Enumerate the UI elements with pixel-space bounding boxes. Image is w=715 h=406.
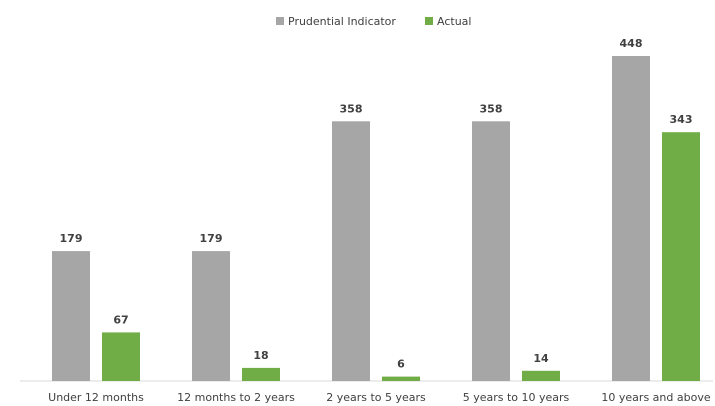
value-label-prudential-indicator-under-12-months: 179 xyxy=(60,232,83,245)
category-label-12-months-to-2-years: 12 months to 2 years xyxy=(177,391,295,404)
bar-prudential-indicator-10-years-and-above xyxy=(612,56,650,381)
bar-actual-2-years-to-5-years xyxy=(382,376,420,381)
bar-prudential-indicator-under-12-months xyxy=(52,251,90,381)
bar-actual-12-months-to-2-years xyxy=(242,367,280,381)
value-label-actual-2-years-to-5-years: 6 xyxy=(397,358,405,371)
value-label-actual-12-months-to-2-years: 18 xyxy=(253,349,268,362)
legend-swatch-actual xyxy=(425,17,433,25)
category-label-5-years-to-10-years: 5 years to 10 years xyxy=(463,391,570,404)
value-label-prudential-indicator-2-years-to-5-years: 358 xyxy=(340,102,363,115)
value-label-prudential-indicator-10-years-and-above: 448 xyxy=(620,37,643,50)
bar-actual-10-years-and-above xyxy=(662,132,700,381)
category-label-2-years-to-5-years: 2 years to 5 years xyxy=(326,391,426,404)
legend: Prudential Indicator Actual xyxy=(276,15,471,28)
category-label-under-12-months: Under 12 months xyxy=(48,391,144,404)
legend-label-actual: Actual xyxy=(437,15,471,28)
value-label-actual-5-years-to-10-years: 14 xyxy=(533,352,549,365)
bar-prudential-indicator-2-years-to-5-years xyxy=(332,121,370,382)
bar-prudential-indicator-5-years-to-10-years xyxy=(472,121,510,382)
value-labels-group: 179 67 179 18 358 6 358 14 448 343 xyxy=(60,37,693,371)
value-label-actual-under-12-months: 67 xyxy=(113,313,128,326)
bar-actual-under-12-months xyxy=(102,332,140,381)
legend-swatch-prudential-indicator xyxy=(276,17,284,25)
bar-prudential-indicator-12-months-to-2-years xyxy=(192,251,230,381)
value-label-actual-10-years-and-above: 343 xyxy=(670,113,693,126)
category-labels-group: Under 12 months 12 months to 2 years 2 yea… xyxy=(48,391,711,404)
category-label-10-years-and-above: 10 years and above xyxy=(601,391,710,404)
value-label-prudential-indicator-5-years-to-10-years: 358 xyxy=(480,102,503,115)
bar-actual-5-years-to-10-years xyxy=(522,370,560,381)
value-label-prudential-indicator-12-months-to-2-years: 179 xyxy=(200,232,223,245)
legend-label-prudential-indicator: Prudential Indicator xyxy=(288,15,396,28)
bars-group xyxy=(52,56,700,382)
